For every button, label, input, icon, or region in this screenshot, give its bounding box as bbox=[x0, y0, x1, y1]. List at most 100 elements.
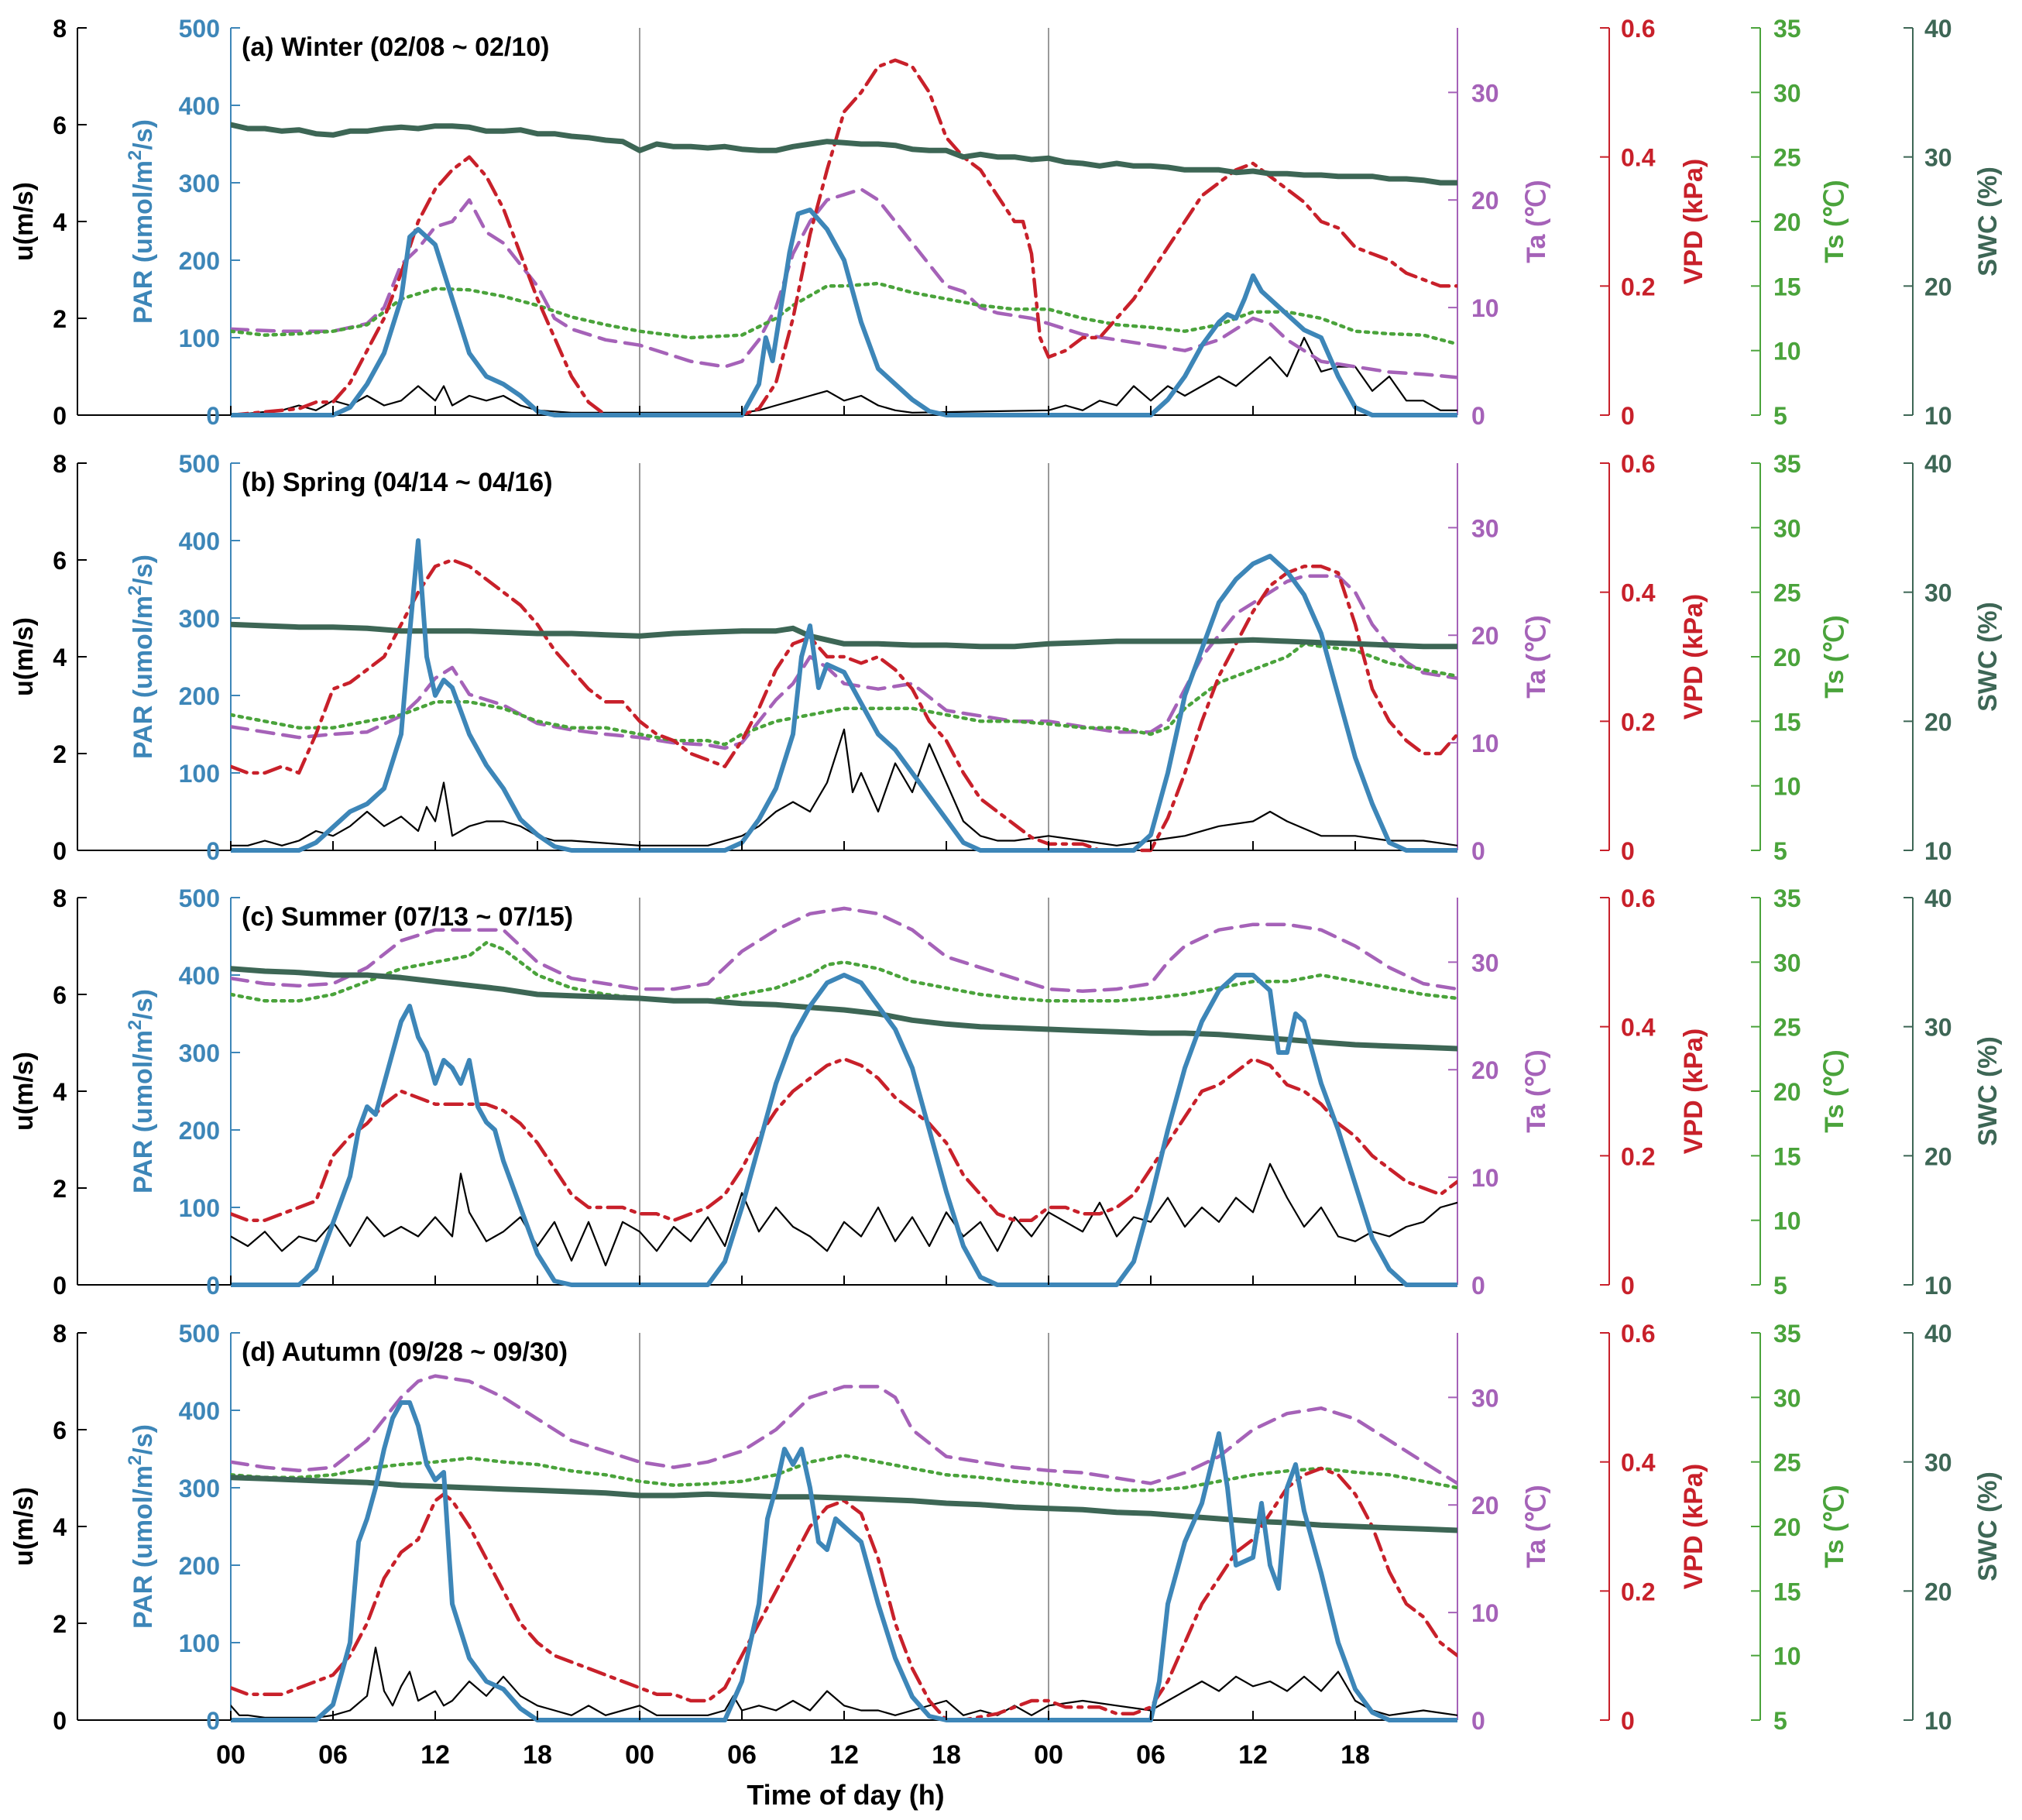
x-axis: 00 06 12 18 00 06 12 18 00 06 12 18 bbox=[216, 406, 1370, 1770]
par-tick-label: 500 bbox=[179, 1320, 220, 1348]
series-line-ts bbox=[231, 281, 1457, 346]
ts-tick-label: 15 bbox=[1773, 1142, 1801, 1170]
u-axis-title: u(m/s) bbox=[9, 182, 39, 261]
ts-tick-label: 30 bbox=[1773, 1384, 1801, 1412]
par-tick-label: 400 bbox=[179, 92, 220, 120]
par-tick-label: 100 bbox=[179, 760, 220, 788]
series-group bbox=[231, 58, 1457, 417]
series-line-ta bbox=[231, 187, 1457, 379]
vpd-tick-label: 0.6 bbox=[1621, 450, 1655, 478]
ts-tick-label: 20 bbox=[1773, 208, 1801, 236]
par-tick-label: 100 bbox=[179, 1629, 220, 1657]
ta-tick-label: 30 bbox=[1471, 79, 1499, 107]
u-tick-label: 2 bbox=[53, 305, 67, 333]
u-tick-label: 0 bbox=[53, 1707, 67, 1735]
u-axis-title: u(m/s) bbox=[9, 617, 39, 696]
par-tick-label: 400 bbox=[179, 1397, 220, 1425]
par-tick-label: 300 bbox=[179, 1039, 220, 1067]
panel-title: (b) Spring (04/14 ~ 04/16) bbox=[242, 468, 553, 497]
swc-tick-label: 20 bbox=[1924, 273, 1952, 300]
swc-tick-label: 30 bbox=[1924, 144, 1952, 172]
series-line-vpd bbox=[231, 1057, 1457, 1222]
swc-tick-label: 30 bbox=[1924, 1449, 1952, 1477]
ta-tick-label: 20 bbox=[1471, 187, 1499, 215]
ts-tick-label: 15 bbox=[1773, 708, 1801, 736]
vpd-tick-label: 0.4 bbox=[1621, 1449, 1656, 1477]
ta-axis-title: Ta (℃) bbox=[1522, 1049, 1551, 1132]
vpd-tick-label: 0.4 bbox=[1621, 1014, 1656, 1042]
par-title-end: /s) bbox=[129, 989, 158, 1020]
ta-tick-label: 10 bbox=[1471, 1599, 1499, 1627]
par-tick-label: 200 bbox=[179, 247, 220, 275]
series-line-par bbox=[231, 208, 1457, 417]
ta-tick-label: 0 bbox=[1471, 1272, 1485, 1300]
ts-tick-label: 35 bbox=[1773, 450, 1801, 478]
x-tick-label: 06 bbox=[318, 1740, 348, 1770]
u-tick-label: 0 bbox=[53, 837, 67, 865]
u-tick-label: 6 bbox=[53, 547, 67, 575]
u-tick-label: 2 bbox=[53, 1610, 67, 1638]
par-tick-label: 400 bbox=[179, 962, 220, 990]
par-title-sup: 2 bbox=[125, 1455, 146, 1465]
vpd-tick-label: 0.2 bbox=[1621, 273, 1655, 300]
u-tick-label: 8 bbox=[53, 884, 67, 912]
vpd-axis-title: VPD (kPa) bbox=[1679, 1464, 1708, 1590]
series-line-u bbox=[231, 1162, 1457, 1267]
par-tick-label: 0 bbox=[206, 837, 220, 865]
u-tick-label: 2 bbox=[53, 1175, 67, 1203]
par-title-sup: 2 bbox=[125, 1020, 146, 1030]
ts-tick-label: 5 bbox=[1773, 837, 1787, 865]
par-axis-title: PAR (umol/m2/s) bbox=[125, 119, 158, 324]
ts-tick-label: 30 bbox=[1773, 79, 1801, 107]
par-title-main: PAR (umol/m bbox=[129, 1030, 158, 1193]
swc-tick-label: 10 bbox=[1924, 1272, 1952, 1300]
ts-axis-title: Ts (℃) bbox=[1820, 1049, 1849, 1132]
panel-title: (a) Winter (02/08 ~ 02/10) bbox=[242, 33, 549, 62]
par-tick-label: 0 bbox=[206, 1707, 220, 1735]
ts-tick-label: 10 bbox=[1773, 1207, 1801, 1235]
vpd-tick-label: 0 bbox=[1621, 402, 1635, 430]
x-tick-label: 06 bbox=[727, 1740, 757, 1770]
par-axis-title: PAR (umol/m2/s) bbox=[125, 1424, 158, 1629]
series-line-par bbox=[231, 538, 1457, 853]
series-line-swc bbox=[231, 966, 1457, 1052]
u-tick-label: 8 bbox=[53, 15, 67, 43]
x-tick-label: 12 bbox=[421, 1740, 450, 1770]
vpd-tick-label: 0.6 bbox=[1621, 1320, 1655, 1348]
swc-tick-label: 20 bbox=[1924, 1142, 1952, 1170]
ts-tick-label: 20 bbox=[1773, 1078, 1801, 1106]
ts-tick-label: 35 bbox=[1773, 1320, 1801, 1348]
par-tick-label: 300 bbox=[179, 1475, 220, 1502]
vpd-tick-label: 0 bbox=[1621, 837, 1635, 865]
ts-tick-label: 20 bbox=[1773, 644, 1801, 671]
par-title-sup: 2 bbox=[125, 585, 146, 596]
series-line-ts bbox=[231, 941, 1457, 1003]
vpd-axis-title: VPD (kPa) bbox=[1679, 159, 1708, 285]
ts-tick-label: 10 bbox=[1773, 338, 1801, 366]
swc-axis-title: SWC (%) bbox=[1973, 167, 2003, 276]
ts-tick-label: 25 bbox=[1773, 1014, 1801, 1042]
u-tick-label: 6 bbox=[53, 1417, 67, 1444]
swc-tick-label: 20 bbox=[1924, 1578, 1952, 1605]
ta-tick-label: 10 bbox=[1471, 294, 1499, 322]
x-tick-label: 12 bbox=[1238, 1740, 1268, 1770]
x-tick-label: 00 bbox=[216, 1740, 245, 1770]
par-title-main: PAR (umol/m bbox=[129, 596, 158, 759]
panel-title: (c) Summer (07/13 ~ 07/15) bbox=[242, 902, 573, 932]
par-title-main: PAR (umol/m bbox=[129, 160, 158, 324]
ts-tick-label: 5 bbox=[1773, 402, 1787, 430]
swc-tick-label: 40 bbox=[1924, 1320, 1952, 1348]
swc-tick-label: 40 bbox=[1924, 884, 1952, 912]
series-line-ta bbox=[231, 906, 1457, 994]
u-tick-label: 0 bbox=[53, 1272, 67, 1300]
swc-axis-title: SWC (%) bbox=[1973, 1471, 2003, 1581]
x-axis-label: Time of day (h) bbox=[747, 1779, 944, 1811]
ta-tick-label: 0 bbox=[1471, 837, 1485, 865]
ts-tick-label: 35 bbox=[1773, 15, 1801, 43]
x-tick-label: 18 bbox=[932, 1740, 961, 1770]
ts-tick-label: 20 bbox=[1773, 1513, 1801, 1541]
ta-axis-title: Ta (℃) bbox=[1522, 180, 1551, 263]
